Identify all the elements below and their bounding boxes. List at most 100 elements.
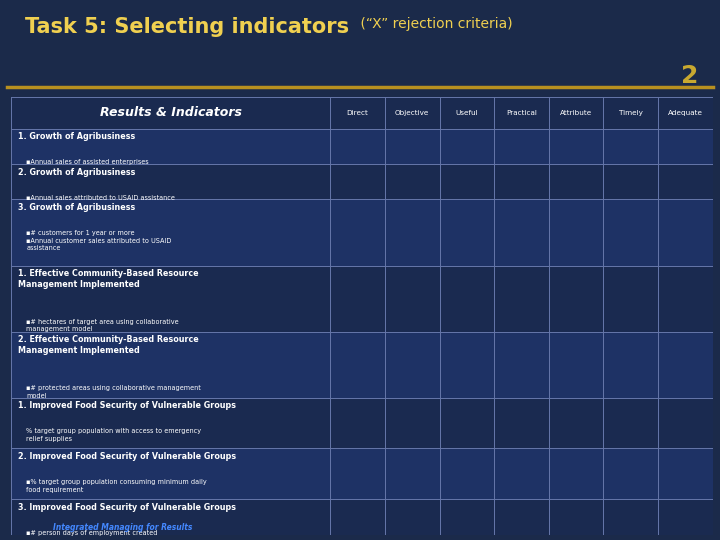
Bar bbox=[11, 398, 330, 449]
Bar bbox=[658, 199, 713, 266]
Text: Useful: Useful bbox=[456, 110, 478, 116]
Text: 1. Growth of Agribusiness: 1. Growth of Agribusiness bbox=[18, 132, 135, 141]
Bar bbox=[494, 449, 549, 500]
Text: % target group population with access to emergency
relief supplies: % target group population with access to… bbox=[26, 428, 202, 442]
Text: ▪# person days of employment created: ▪# person days of employment created bbox=[26, 530, 158, 536]
Text: Timely: Timely bbox=[619, 110, 643, 116]
Bar bbox=[549, 500, 603, 535]
Bar bbox=[658, 266, 713, 332]
Text: Attribute: Attribute bbox=[560, 110, 593, 116]
Bar bbox=[385, 266, 439, 332]
Bar bbox=[11, 500, 330, 535]
Bar bbox=[494, 164, 549, 199]
Bar bbox=[11, 449, 330, 500]
Bar bbox=[330, 266, 385, 332]
Text: Task 5: Selecting indicators: Task 5: Selecting indicators bbox=[25, 17, 349, 37]
Bar bbox=[658, 398, 713, 449]
Bar bbox=[658, 164, 713, 199]
Bar bbox=[549, 449, 603, 500]
Bar bbox=[603, 398, 658, 449]
Text: ▪# hectares of target area using collaborative
management model: ▪# hectares of target area using collabo… bbox=[26, 319, 179, 333]
Bar bbox=[439, 164, 494, 199]
Bar bbox=[549, 129, 603, 164]
Bar bbox=[603, 199, 658, 266]
Bar bbox=[549, 266, 603, 332]
Bar bbox=[385, 129, 439, 164]
Bar bbox=[494, 398, 549, 449]
Bar bbox=[658, 449, 713, 500]
Bar bbox=[330, 449, 385, 500]
Bar bbox=[330, 129, 385, 164]
Text: Adequate: Adequate bbox=[668, 110, 703, 116]
Bar bbox=[330, 97, 385, 129]
Bar bbox=[549, 164, 603, 199]
Bar bbox=[385, 332, 439, 398]
Bar bbox=[330, 398, 385, 449]
Bar bbox=[439, 332, 494, 398]
Bar bbox=[494, 129, 549, 164]
Bar bbox=[603, 97, 658, 129]
Bar bbox=[439, 449, 494, 500]
Bar bbox=[494, 199, 549, 266]
Text: 1. Effective Community-Based Resource
Management Implemented: 1. Effective Community-Based Resource Ma… bbox=[18, 269, 199, 289]
Bar bbox=[330, 332, 385, 398]
Bar bbox=[330, 500, 385, 535]
Bar bbox=[330, 164, 385, 199]
Bar bbox=[11, 332, 330, 398]
Text: Objective: Objective bbox=[395, 110, 429, 116]
Bar bbox=[439, 129, 494, 164]
Text: 2: 2 bbox=[681, 64, 698, 88]
Bar bbox=[385, 500, 439, 535]
Bar bbox=[494, 266, 549, 332]
Bar bbox=[11, 129, 330, 164]
Bar bbox=[439, 398, 494, 449]
Text: 2. Effective Community-Based Resource
Management Implemented: 2. Effective Community-Based Resource Ma… bbox=[18, 335, 199, 355]
Bar bbox=[494, 332, 549, 398]
Bar bbox=[439, 199, 494, 266]
Text: Integrated Managing for Results: Integrated Managing for Results bbox=[53, 523, 192, 532]
Bar bbox=[549, 398, 603, 449]
Bar bbox=[658, 500, 713, 535]
Text: ▪# protected areas using collaborative management
model: ▪# protected areas using collaborative m… bbox=[26, 385, 201, 399]
Text: (“X” rejection criteria): (“X” rejection criteria) bbox=[356, 17, 513, 31]
Bar bbox=[603, 266, 658, 332]
Bar bbox=[494, 97, 549, 129]
Text: 2. Improved Food Security of Vulnerable Groups: 2. Improved Food Security of Vulnerable … bbox=[18, 452, 236, 461]
Bar bbox=[603, 449, 658, 500]
Bar bbox=[658, 97, 713, 129]
Bar bbox=[603, 129, 658, 164]
Bar bbox=[11, 97, 330, 129]
Bar bbox=[439, 97, 494, 129]
Bar bbox=[11, 164, 330, 199]
Bar bbox=[385, 398, 439, 449]
Text: 1. Improved Food Security of Vulnerable Groups: 1. Improved Food Security of Vulnerable … bbox=[18, 401, 236, 410]
Text: Direct: Direct bbox=[346, 110, 369, 116]
Bar bbox=[603, 164, 658, 199]
Text: 2. Growth of Agribusiness: 2. Growth of Agribusiness bbox=[18, 167, 135, 177]
Text: Results & Indicators: Results & Indicators bbox=[99, 106, 241, 119]
Bar bbox=[439, 266, 494, 332]
Bar bbox=[385, 97, 439, 129]
Bar bbox=[549, 332, 603, 398]
Text: ▪# customers for 1 year or more
▪Annual customer sales attributed to USAID
assis: ▪# customers for 1 year or more ▪Annual … bbox=[26, 230, 171, 251]
Bar bbox=[603, 500, 658, 535]
Bar bbox=[658, 332, 713, 398]
Bar bbox=[549, 97, 603, 129]
Bar bbox=[330, 199, 385, 266]
Bar bbox=[385, 164, 439, 199]
Bar bbox=[494, 500, 549, 535]
Text: 3. Improved Food Security of Vulnerable Groups: 3. Improved Food Security of Vulnerable … bbox=[18, 503, 236, 512]
Text: ▪% target group population consuming minimum daily
food requirement: ▪% target group population consuming min… bbox=[26, 479, 207, 492]
Bar bbox=[11, 199, 330, 266]
Text: 3. Growth of Agribusiness: 3. Growth of Agribusiness bbox=[18, 203, 135, 212]
Bar bbox=[385, 449, 439, 500]
Text: Practical: Practical bbox=[506, 110, 537, 116]
Bar bbox=[658, 129, 713, 164]
Bar bbox=[11, 266, 330, 332]
Text: ▪Annual sales of assisted enterprises: ▪Annual sales of assisted enterprises bbox=[26, 159, 149, 165]
Text: ▪Annual sales attributed to USAID assistance: ▪Annual sales attributed to USAID assist… bbox=[26, 195, 175, 201]
Bar bbox=[603, 332, 658, 398]
Bar bbox=[385, 199, 439, 266]
Bar bbox=[439, 500, 494, 535]
Bar bbox=[549, 199, 603, 266]
